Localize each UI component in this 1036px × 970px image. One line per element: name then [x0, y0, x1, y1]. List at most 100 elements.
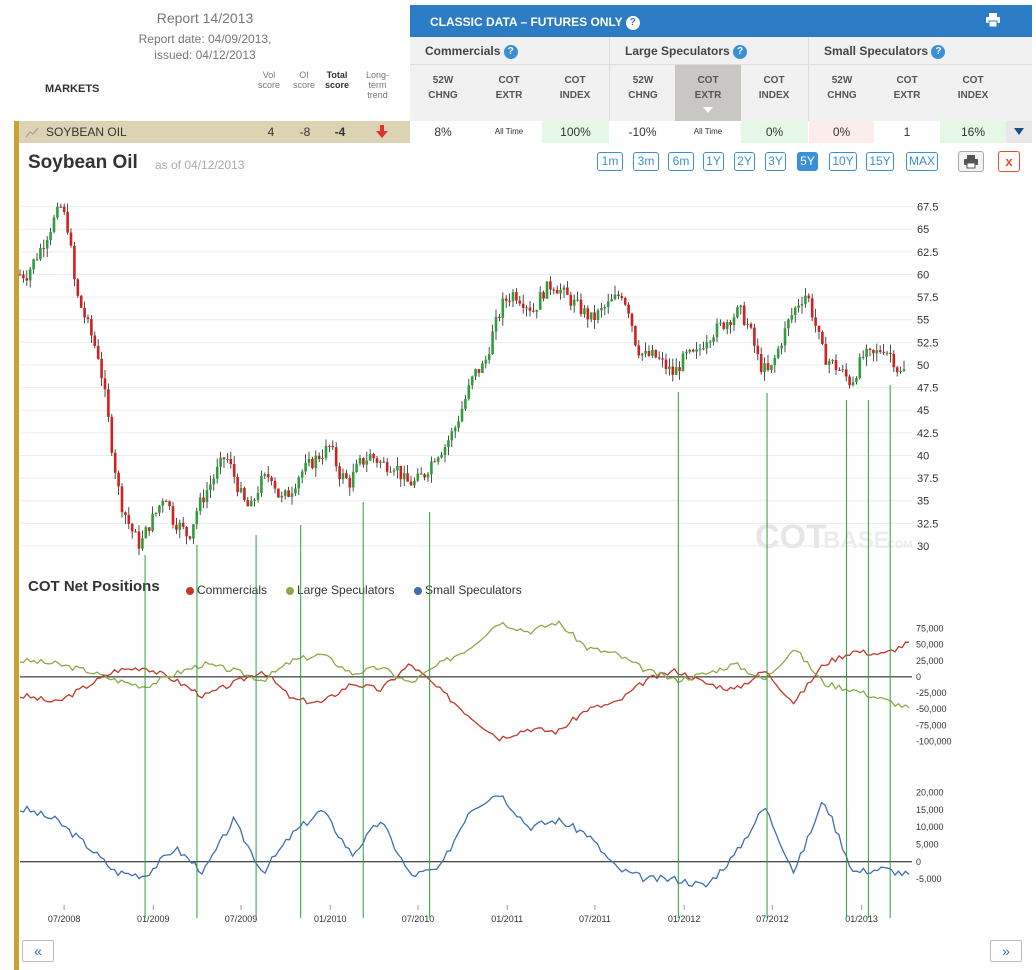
candle-body	[508, 300, 511, 302]
candle-body	[307, 458, 311, 463]
range-button-3y[interactable]: 3Y	[765, 152, 786, 171]
candle-body	[844, 369, 848, 377]
candle-body	[396, 465, 399, 471]
candle-body	[419, 473, 423, 475]
candle-body	[691, 349, 695, 352]
col-large-52w[interactable]: 52W CHNG	[628, 75, 658, 101]
candle-body	[324, 445, 328, 458]
group-large-speculators[interactable]: Large Speculators ?	[625, 44, 748, 59]
candle-body	[450, 431, 454, 441]
col-comm-extr[interactable]: COT EXTR	[495, 75, 523, 101]
help-icon[interactable]: ?	[733, 44, 748, 59]
candle-body	[345, 473, 348, 479]
legend-small-speculators[interactable]: Small Speculators	[414, 583, 522, 597]
candle-body	[562, 287, 566, 290]
col-small-52w[interactable]: 52W CHNG	[827, 75, 857, 101]
chart-trend-icon	[25, 127, 39, 138]
candle-body	[130, 523, 134, 532]
candle-body	[647, 350, 651, 356]
oi-score-header[interactable]: OI score	[293, 70, 316, 90]
candle-body	[780, 345, 783, 349]
market-row[interactable]	[14, 121, 410, 143]
group-small-speculators[interactable]: Small Speculators ?	[824, 44, 946, 59]
candle-body	[399, 465, 403, 480]
trend-header[interactable]: Long-term trend	[366, 70, 390, 100]
nav-prev-button[interactable]: «	[22, 940, 54, 962]
x-tick-label: 01/2009	[137, 914, 170, 924]
group-commercials[interactable]: Commercials ?	[425, 44, 518, 59]
range-button-15y[interactable]: 15Y	[866, 152, 894, 171]
help-icon[interactable]: ?	[625, 15, 640, 30]
candle-body	[603, 307, 607, 309]
close-chart-button[interactable]: x	[998, 151, 1020, 172]
candle-body	[392, 470, 396, 472]
candle-body	[855, 378, 858, 383]
expand-button[interactable]	[1006, 121, 1032, 143]
candle-body	[739, 305, 743, 308]
candle-body	[793, 307, 797, 316]
cot-title: COT Net Positions	[28, 578, 160, 595]
candle-body	[889, 352, 892, 354]
candle-body	[52, 217, 56, 232]
col-large-extr-selected[interactable]: COT EXTR	[675, 65, 741, 121]
col-large-index[interactable]: COT INDEX	[758, 75, 790, 101]
candle-body	[637, 345, 641, 356]
range-button-1m[interactable]: 1m	[597, 152, 623, 171]
x-tick-label: 07/2012	[756, 914, 789, 924]
candle-body	[256, 493, 260, 500]
range-button-10y[interactable]: 10Y	[829, 152, 857, 171]
y-tick-label: 42.5	[917, 428, 938, 440]
candle-body	[56, 206, 59, 218]
range-button-max[interactable]: MAX	[906, 152, 938, 171]
x-tick-label: 01/2011	[491, 914, 523, 924]
candle-body	[409, 481, 413, 486]
range-button-2y[interactable]: 2Y	[734, 152, 755, 171]
col-small-extr[interactable]: COT EXTR	[893, 75, 921, 101]
candle-body	[770, 364, 773, 371]
print-icon[interactable]	[985, 13, 1001, 27]
y-tick-label: -100,000	[916, 737, 952, 747]
markets-header[interactable]: MARKETS	[45, 83, 100, 95]
candle-body	[209, 484, 212, 491]
range-button-5y[interactable]: 5Y	[797, 152, 818, 171]
range-button-1y[interactable]: 1Y	[703, 152, 724, 171]
x-tick-label: 01/2010	[314, 914, 347, 924]
candle-body	[406, 473, 409, 482]
candle-body	[525, 307, 528, 309]
candle-body	[338, 466, 341, 480]
help-icon[interactable]: ?	[503, 44, 518, 59]
candle-body	[93, 335, 97, 346]
print-chart-button[interactable]	[958, 151, 984, 172]
candle-body	[430, 461, 433, 475]
market-name[interactable]: SOYBEAN OIL	[46, 125, 127, 139]
x-tick-label: 07/2009	[225, 914, 258, 924]
candle-body	[107, 389, 110, 417]
candle-body	[902, 369, 906, 372]
candle-body	[215, 466, 219, 479]
range-button-6m[interactable]: 6m	[668, 152, 694, 171]
range-button-3m[interactable]: 3m	[633, 152, 659, 171]
as-of-date: as of 04/12/2013	[155, 158, 245, 172]
candle-body	[79, 295, 83, 308]
candle-body	[195, 511, 199, 525]
col-comm-52w[interactable]: 52W CHNG	[428, 75, 458, 101]
nav-next-button[interactable]: »	[990, 940, 1022, 962]
candle-body	[613, 294, 617, 300]
y-tick-label: 50	[917, 360, 929, 372]
col-small-index[interactable]: COT INDEX	[957, 75, 989, 101]
help-icon[interactable]: ?	[931, 44, 946, 59]
candle-body	[181, 522, 185, 527]
candle-body	[885, 352, 889, 354]
candle-body	[188, 536, 192, 539]
total-score-header[interactable]: Total score	[325, 70, 350, 90]
candle-body	[545, 281, 549, 299]
candle-body	[83, 307, 86, 318]
candle-body	[62, 206, 66, 212]
vol-score-header[interactable]: Vol score	[258, 70, 281, 90]
col-comm-index[interactable]: COT INDEX	[559, 75, 591, 101]
legend-commercials[interactable]: Commercials	[186, 583, 267, 597]
legend-large-speculators[interactable]: Large Speculators	[286, 583, 394, 597]
candle-body	[685, 351, 688, 354]
y-tick-label: 5,000	[916, 839, 939, 849]
